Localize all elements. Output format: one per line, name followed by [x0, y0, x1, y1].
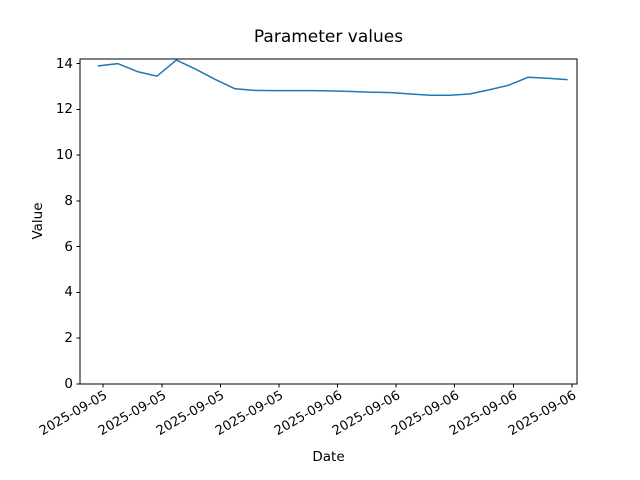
y-tick-label: 12: [55, 101, 73, 118]
y-tick-label: 2: [64, 330, 73, 347]
series-line: [97, 59, 568, 96]
y-tick-label: 10: [55, 147, 73, 164]
y-tick-label: 8: [64, 192, 73, 209]
y-tick-label: 14: [55, 55, 73, 72]
chart-title: Parameter values: [253, 27, 404, 47]
y-tick-label: 4: [64, 284, 73, 301]
y-axis-label: Value: [30, 202, 46, 240]
y-tick-label: 0: [64, 376, 73, 392]
x-axis-label: Date: [312, 449, 345, 465]
y-tick-label: 6: [64, 238, 73, 255]
axes-frame: [79, 58, 578, 385]
